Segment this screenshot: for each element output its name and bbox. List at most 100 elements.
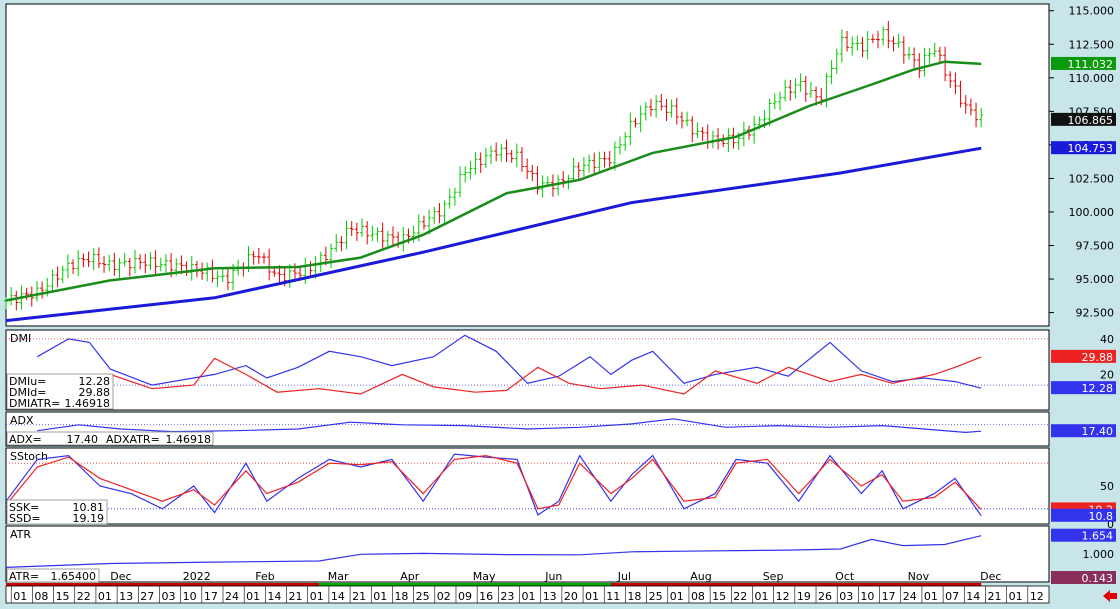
day-axis-label: 01 (754, 590, 768, 603)
day-axis-label: 03 (839, 590, 853, 603)
month-axis-label: 2022 (183, 570, 211, 583)
scroll-left-arrow-icon[interactable] (1102, 589, 1118, 603)
day-axis-label: 01 (373, 590, 387, 603)
moving-average-short-line (5, 60, 982, 302)
atr-series-line (5, 535, 982, 568)
day-axis-label: 08 (691, 590, 705, 603)
day-axis-label: 07 (945, 590, 959, 603)
sstoch-readout-box (6, 499, 108, 525)
atr-badge-text: 0.143 (1082, 572, 1114, 585)
atr-badge-box (1051, 528, 1116, 542)
sstoch-tick-label: 50 (1100, 480, 1114, 493)
sstoch-readout-label: SSD= (9, 512, 41, 525)
price-badge-text: 104.753 (1068, 142, 1114, 155)
session-bar-green (318, 583, 611, 586)
dmi-readout-label: DMId= (9, 386, 46, 399)
day-axis-label: 17 (204, 590, 218, 603)
dmi-readout-box (6, 373, 114, 410)
price-tick-label: 95.000 (1076, 273, 1115, 286)
sstoch-readout-label: SSK= (9, 501, 39, 514)
price-badge-box (1051, 141, 1116, 155)
dmi-readout-value: 1.46918 (65, 397, 111, 410)
day-axis-label: 21 (289, 590, 303, 603)
day-axis-label: 17 (882, 590, 896, 603)
day-axis-label: 25 (416, 590, 430, 603)
adx-readout-value: 17.40 (67, 433, 99, 446)
price-tick-label: 100.000 (1069, 206, 1115, 219)
day-axis-strip (5, 585, 1050, 604)
day-axis-label: 13 (543, 590, 557, 603)
atr-pane (5, 525, 1050, 583)
day-axis-label: 15 (712, 590, 726, 603)
sstoch-tick-label: 0 (1107, 518, 1114, 531)
sstoch-badge-box (1051, 508, 1116, 522)
month-axis-label: Jun (544, 570, 562, 583)
day-axis-label: 24 (225, 590, 239, 603)
month-axis-label: Sep (763, 570, 784, 583)
adx-label: ADX (10, 414, 34, 427)
sstoch-label: SStoch (10, 450, 48, 463)
day-axis-label: 01 (585, 590, 599, 603)
day-axis-label: 01 (13, 590, 27, 603)
day-axis-label: 25 (649, 590, 663, 603)
day-axis-label: 22 (77, 590, 91, 603)
adx-atr-readout-label: ADXATR= (106, 433, 160, 446)
dmi-series-line (37, 356, 982, 395)
month-axis-label: Oct (835, 570, 855, 583)
sstoch-badge-text: 10.8 (1089, 510, 1114, 523)
day-axis-label: 09 (458, 590, 472, 603)
month-axis-label: Dec (110, 570, 131, 583)
day-axis-label: 21 (987, 590, 1001, 603)
day-axis-label: 13 (119, 590, 133, 603)
price-tick-label: 110.000 (1069, 72, 1115, 85)
day-axis-label: 26 (818, 590, 832, 603)
adx-atr-readout-value: 1.46918 (166, 433, 212, 446)
month-axis-label: Mar (328, 570, 349, 583)
dmi-pane (5, 329, 1050, 411)
day-axis-label: 15 (56, 590, 70, 603)
atr-badge-box (1051, 570, 1116, 584)
atr-readout-value: 1.65400 (51, 570, 97, 583)
dmi-badge-box (1051, 349, 1116, 363)
dmi-series-line (37, 334, 982, 389)
day-axis-label: 12 (776, 590, 790, 603)
day-axis-label: 08 (34, 590, 48, 603)
atr-readout-box (6, 568, 100, 583)
month-axis-label: Jul (617, 570, 631, 583)
dmi-badge-box (1051, 381, 1116, 395)
month-axis-label: Apr (400, 570, 420, 583)
dmi-readout-value: 12.28 (79, 375, 111, 388)
day-axis-label: 18 (394, 590, 408, 603)
month-axis-label: May (473, 570, 496, 583)
day-axis-label: 01 (924, 590, 938, 603)
day-axis-label: 16 (479, 590, 493, 603)
adx-badge-text: 17.40 (1082, 425, 1114, 438)
day-axis-label: 02 (437, 590, 451, 603)
day-axis-label: 10 (183, 590, 197, 603)
day-axis-label: 01 (98, 590, 112, 603)
sstoch-readout-value: 19.19 (73, 512, 105, 525)
day-axis-label: 01 (522, 590, 536, 603)
day-axis-label: 01 (246, 590, 260, 603)
adx-readout-label: ADX= (9, 433, 42, 446)
adx-readout-box (6, 431, 214, 446)
day-axis-label: 22 (733, 590, 747, 603)
day-axis-label: 20 (564, 590, 578, 603)
price-tick-label: 112.500 (1069, 38, 1115, 51)
day-axis-label: 01 (1009, 590, 1023, 603)
month-axis-label: Dec (980, 570, 1001, 583)
atr-label: ATR (10, 528, 31, 541)
day-axis-label: 03 (161, 590, 175, 603)
price-tick-label: 102.500 (1069, 172, 1115, 185)
price-badge-text: 111.032 (1068, 58, 1114, 71)
day-axis-label: 24 (903, 590, 917, 603)
day-axis-label: 12 (1030, 590, 1044, 603)
day-axis-label: 10 (860, 590, 874, 603)
sstoch-series-line (5, 454, 982, 510)
adx-badge-box (1051, 424, 1116, 438)
day-axis-label: 01 (670, 590, 684, 603)
moving-average-long-line (5, 146, 982, 323)
price-badge-text: 106.865 (1068, 114, 1114, 127)
